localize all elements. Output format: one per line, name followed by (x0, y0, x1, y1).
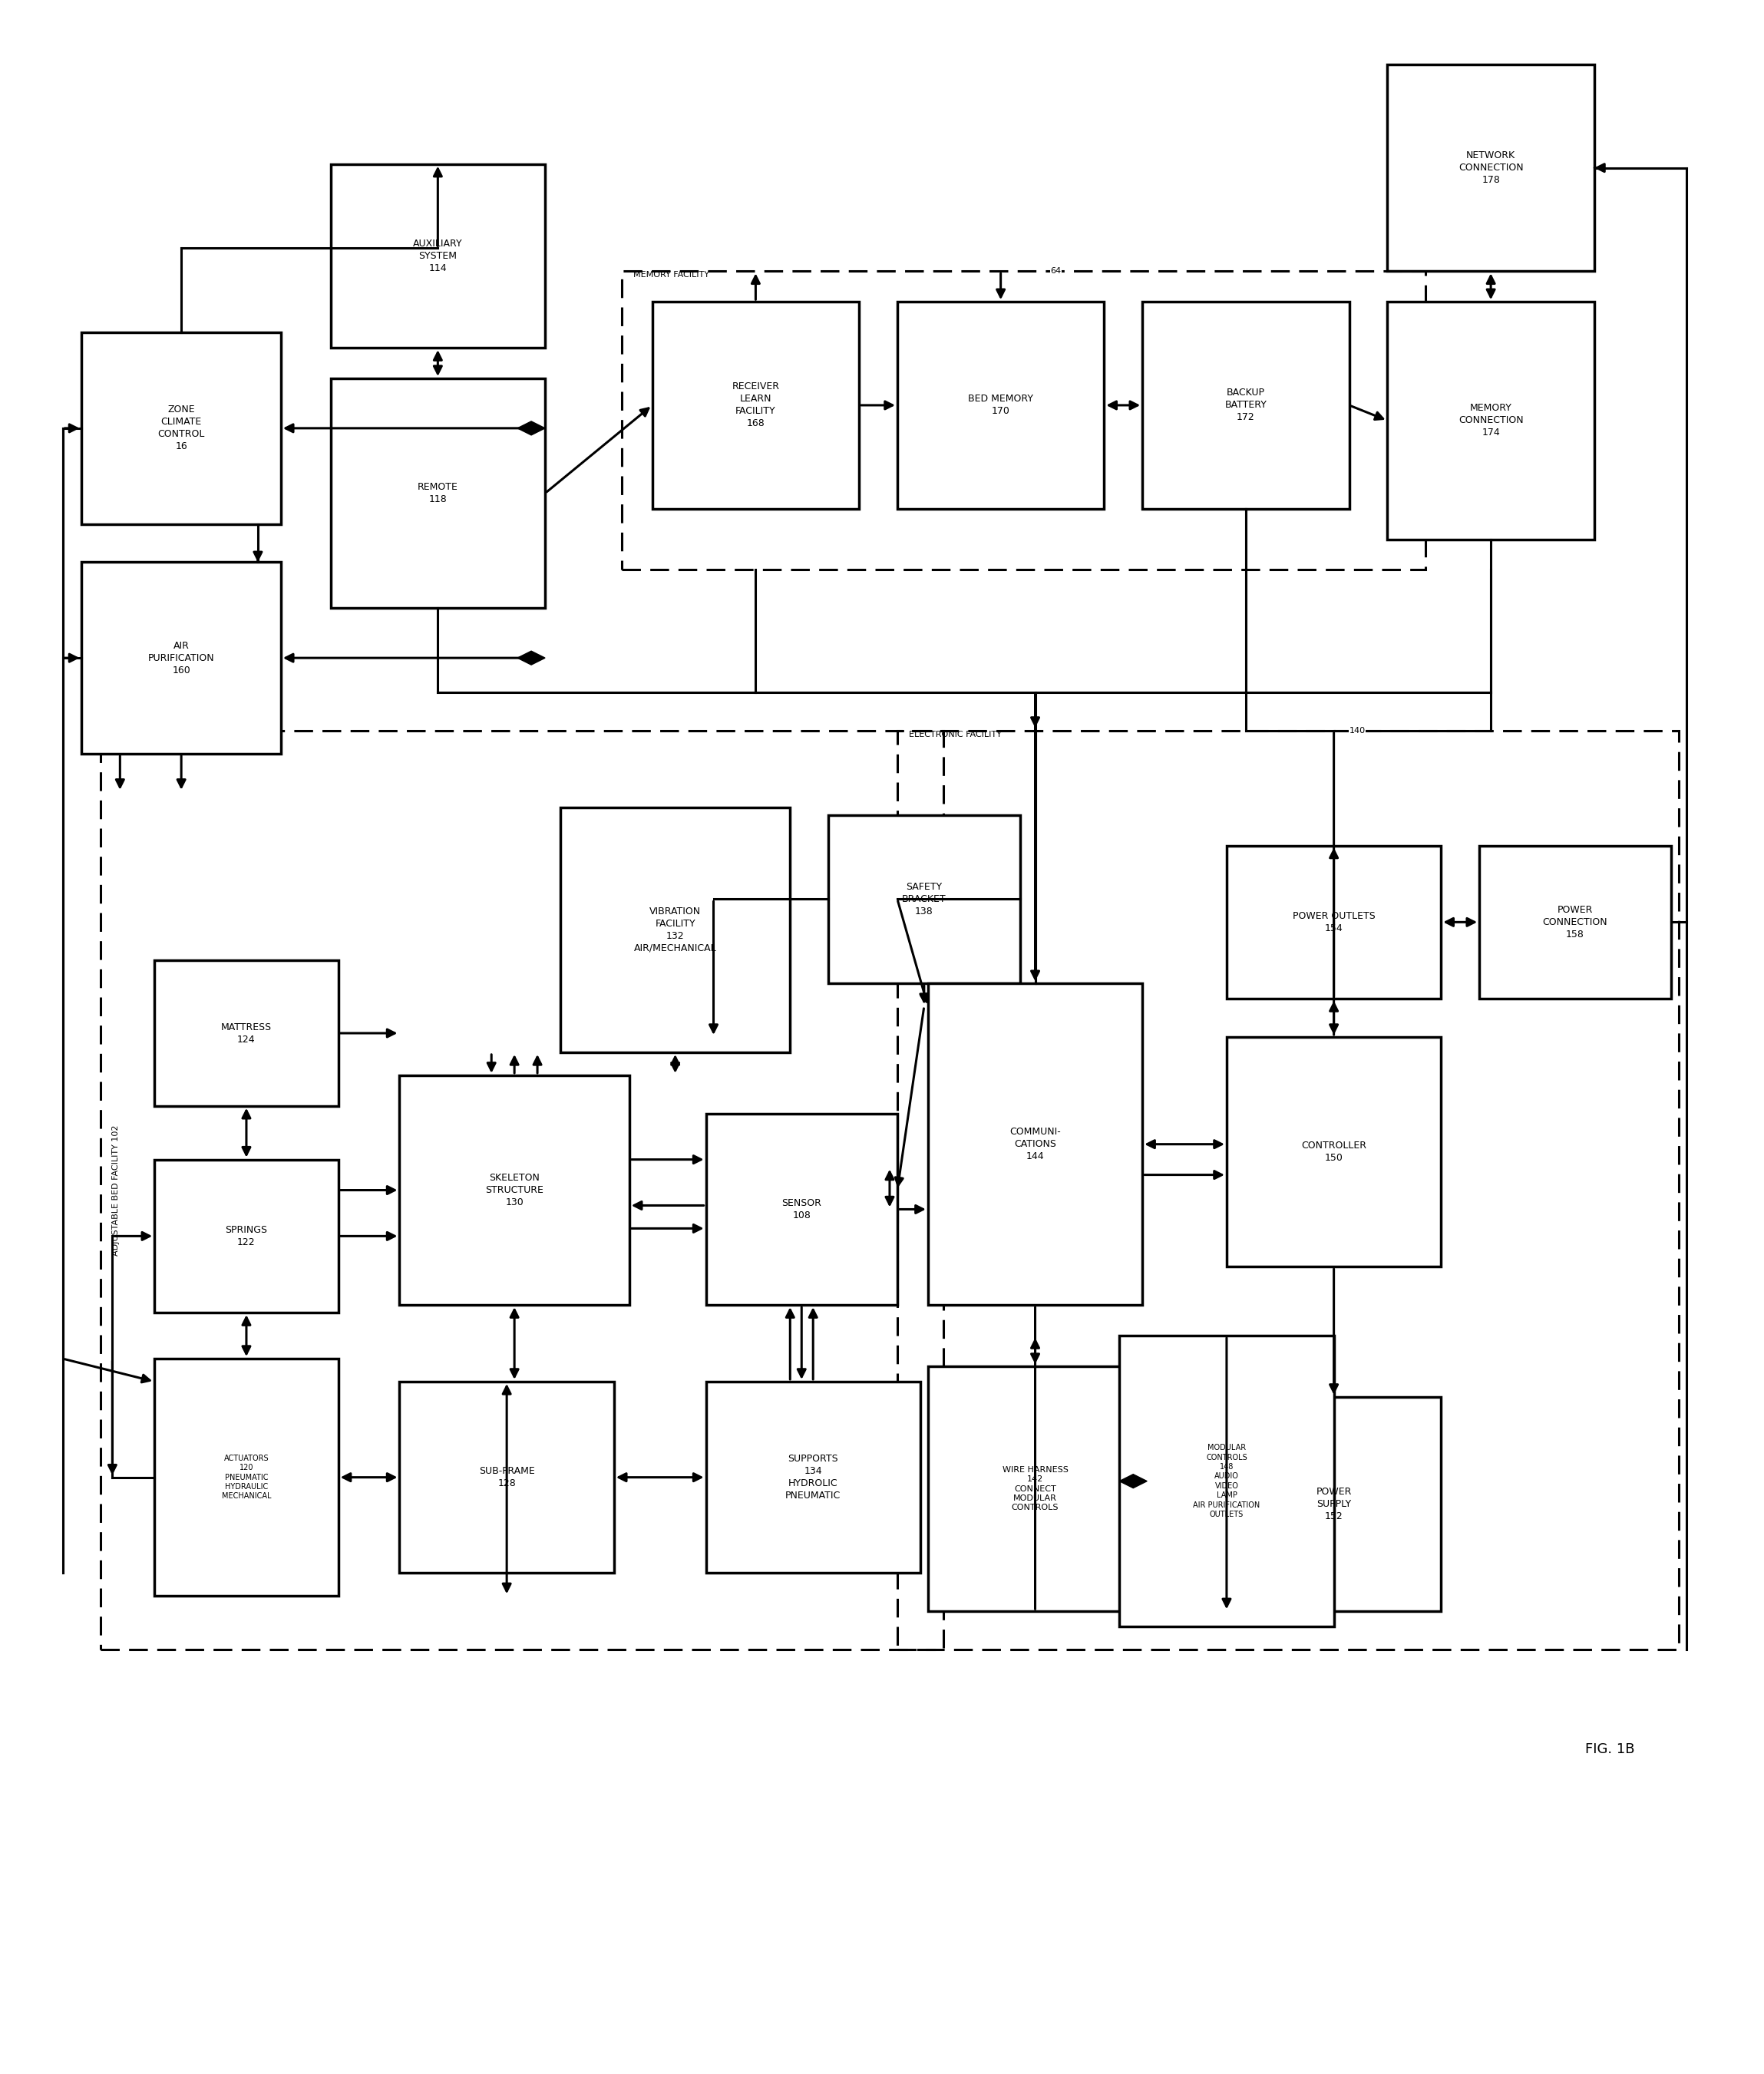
Bar (1120, 1336, 1334, 1626)
Text: MEMORY FACILITY: MEMORY FACILITY (633, 272, 709, 278)
Bar (399, 1074, 630, 1305)
Text: ADJUSTABLE BED FACILITY 102: ADJUSTABLE BED FACILITY 102 (113, 1124, 120, 1255)
Text: SENSOR
108: SENSOR 108 (781, 1199, 822, 1220)
Bar (898, 303, 1104, 508)
Bar (81, 562, 280, 753)
Text: SKELETON
STRUCTURE
130: SKELETON STRUCTURE 130 (485, 1174, 543, 1207)
Text: WIRE HARNESS
142
CONNECT
MODULAR
CONTROLS: WIRE HARNESS 142 CONNECT MODULAR CONTROL… (1002, 1466, 1069, 1512)
Text: VIBRATION
FACILITY
132
AIR/MECHANICAL: VIBRATION FACILITY 132 AIR/MECHANICAL (633, 906, 716, 954)
Bar (706, 1114, 898, 1305)
Text: AIR
PURIFICATION
160: AIR PURIFICATION 160 (148, 641, 215, 676)
Text: COMMUNI-
CATIONS
144: COMMUNI- CATIONS 144 (1009, 1126, 1060, 1161)
Text: BED MEMORY
170: BED MEMORY 170 (968, 394, 1034, 417)
Text: MEMORY
CONNECTION
174: MEMORY CONNECTION 174 (1459, 402, 1524, 438)
Bar (330, 377, 545, 608)
Text: MATTRESS
124: MATTRESS 124 (220, 1022, 272, 1045)
Bar (1226, 846, 1441, 1000)
Text: SUPPORTS
134
HYDROLIC
PNEUMATIC: SUPPORTS 134 HYDROLIC PNEUMATIC (785, 1454, 841, 1502)
Bar (928, 1367, 1143, 1611)
Polygon shape (517, 421, 545, 436)
Text: ELECTRONIC FACILITY: ELECTRONIC FACILITY (908, 730, 1002, 738)
Text: BACKUP
BATTERY
172: BACKUP BATTERY 172 (1224, 388, 1267, 423)
Bar (399, 1381, 614, 1572)
Text: ZONE
CLIMATE
CONTROL
16: ZONE CLIMATE CONTROL 16 (157, 404, 205, 452)
Bar (1226, 1398, 1441, 1611)
Text: SPRINGS
122: SPRINGS 122 (226, 1226, 268, 1246)
Polygon shape (1120, 1475, 1147, 1487)
Bar (1226, 1037, 1441, 1267)
Bar (621, 272, 1425, 570)
Bar (1388, 64, 1595, 272)
Text: SAFETY
BRACKET
138: SAFETY BRACKET 138 (901, 881, 946, 917)
Bar (1480, 846, 1671, 1000)
Bar (155, 960, 339, 1105)
Bar (653, 303, 859, 508)
Bar (330, 164, 545, 348)
Text: RECEIVER
LEARN
FACILITY
168: RECEIVER LEARN FACILITY 168 (732, 382, 780, 429)
Text: SUB-FRAME
128: SUB-FRAME 128 (478, 1466, 534, 1489)
Bar (829, 815, 1020, 983)
Text: AUXILIARY
SYSTEM
114: AUXILIARY SYSTEM 114 (413, 239, 462, 274)
Text: POWER
CONNECTION
158: POWER CONNECTION 158 (1542, 904, 1607, 940)
Bar (155, 1159, 339, 1313)
Bar (81, 332, 280, 525)
Bar (706, 1381, 921, 1572)
Text: POWER
SUPPLY
152: POWER SUPPLY 152 (1316, 1487, 1351, 1522)
Text: REMOTE
118: REMOTE 118 (418, 481, 459, 504)
Text: 140: 140 (1349, 726, 1365, 734)
Text: ACTUATORS
120
PNEUMATIC
HYDRAULIC
MECHANICAL: ACTUATORS 120 PNEUMATIC HYDRAULIC MECHAN… (222, 1454, 272, 1500)
Text: CONTROLLER
150: CONTROLLER 150 (1302, 1141, 1367, 1164)
Text: FIG. 1B: FIG. 1B (1584, 1742, 1633, 1757)
Bar (561, 807, 790, 1052)
Bar (1388, 303, 1595, 539)
Polygon shape (517, 651, 545, 666)
Bar (155, 1358, 339, 1597)
Bar (1143, 303, 1349, 508)
Text: NETWORK
CONNECTION
178: NETWORK CONNECTION 178 (1459, 151, 1524, 185)
Bar (928, 983, 1143, 1305)
Text: MODULAR
CONTROLS
148
AUDIO
VIDEO
LAMP
AIR PURIFICATION
OUTLETS: MODULAR CONTROLS 148 AUDIO VIDEO LAMP AI… (1192, 1444, 1259, 1518)
Bar (101, 730, 944, 1649)
Text: 64: 64 (1051, 268, 1062, 276)
Bar (898, 730, 1679, 1649)
Text: POWER OUTLETS
154: POWER OUTLETS 154 (1293, 910, 1376, 933)
